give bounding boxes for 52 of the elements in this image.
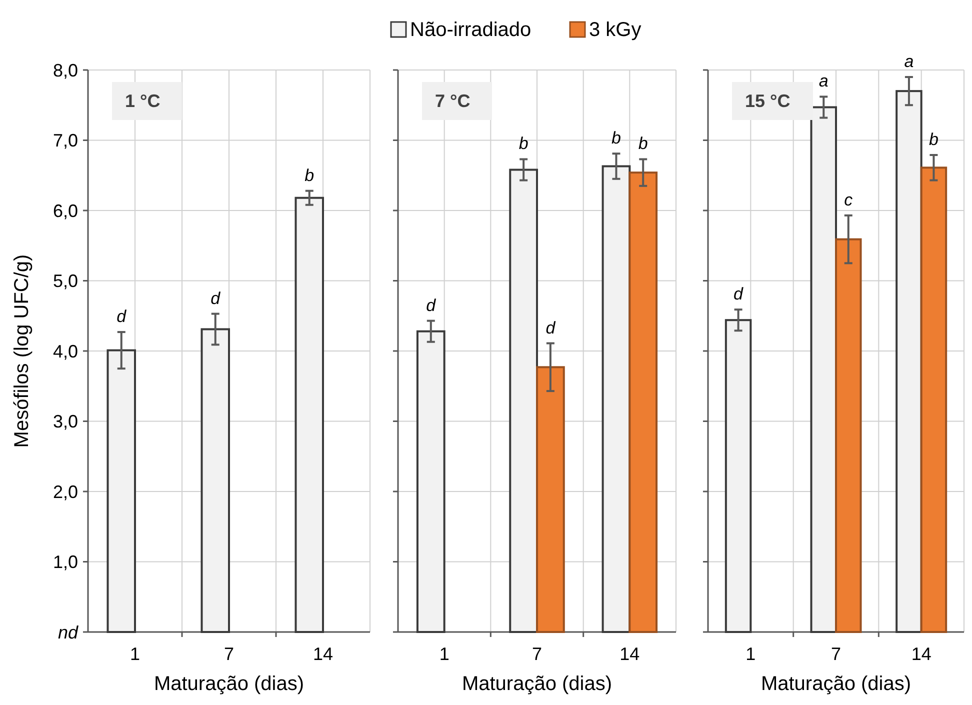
x-axis-title: Maturação (dias) <box>154 673 304 695</box>
data-label: b <box>304 166 314 185</box>
data-label: c <box>844 190 854 210</box>
y-tick-label: 3,0 <box>52 412 78 432</box>
data-label: a <box>904 52 914 72</box>
bar <box>509 168 538 633</box>
bar <box>536 366 565 633</box>
x-tick-label: 7 <box>224 644 234 664</box>
y-tick-label: nd <box>58 622 79 642</box>
annotation: 15 °C <box>745 91 790 111</box>
bar <box>896 90 922 633</box>
data-label: b <box>928 130 938 150</box>
y-tick-label: 4,0 <box>52 341 78 362</box>
y-tick-label: 5,0 <box>52 271 78 292</box>
data-label: d <box>546 318 556 338</box>
y-tick-label: 6,0 <box>52 200 78 221</box>
data-label: d <box>734 284 744 304</box>
data-label: b <box>638 134 648 154</box>
bar <box>602 165 631 633</box>
x-tick-label: 1 <box>130 644 140 664</box>
bar <box>835 238 862 633</box>
bar <box>724 319 752 633</box>
data-label: d <box>210 288 221 308</box>
x-axis-title: Maturação (dias) <box>462 673 612 695</box>
data-label: d <box>426 296 436 315</box>
bar <box>294 196 324 633</box>
bar <box>416 330 446 633</box>
annotation: 1 °C <box>125 91 160 111</box>
data-label: b <box>518 134 528 154</box>
x-tick-label: 1 <box>746 644 756 664</box>
data-label: d <box>116 307 127 326</box>
x-tick-label: 14 <box>911 644 932 664</box>
data-label: a <box>818 72 828 91</box>
x-tick-label: 14 <box>620 644 640 664</box>
bar <box>200 328 230 633</box>
x-tick-label: 7 <box>532 644 542 664</box>
data-label: b <box>611 128 621 148</box>
y-tick-label: 1,0 <box>52 552 78 572</box>
x-axis-title: Maturação (dias) <box>760 673 912 695</box>
bar <box>628 172 658 633</box>
x-tick-label: 14 <box>312 644 334 664</box>
y-tick-label: 7,0 <box>52 130 78 151</box>
bar <box>920 166 948 633</box>
y-tick-label: 8,0 <box>52 60 78 80</box>
y-axis-title: Mesófilos (log UFC/g) <box>11 254 33 448</box>
x-tick-label: 1 <box>439 644 450 664</box>
y-tick-label: 2,0 <box>52 482 78 502</box>
x-tick-label: 7 <box>830 644 842 664</box>
annotation: 7 °C <box>435 91 470 111</box>
legend-label: Não-irradiado <box>410 19 532 41</box>
legend-label: 3 kGy <box>589 19 642 41</box>
bar <box>106 349 136 633</box>
